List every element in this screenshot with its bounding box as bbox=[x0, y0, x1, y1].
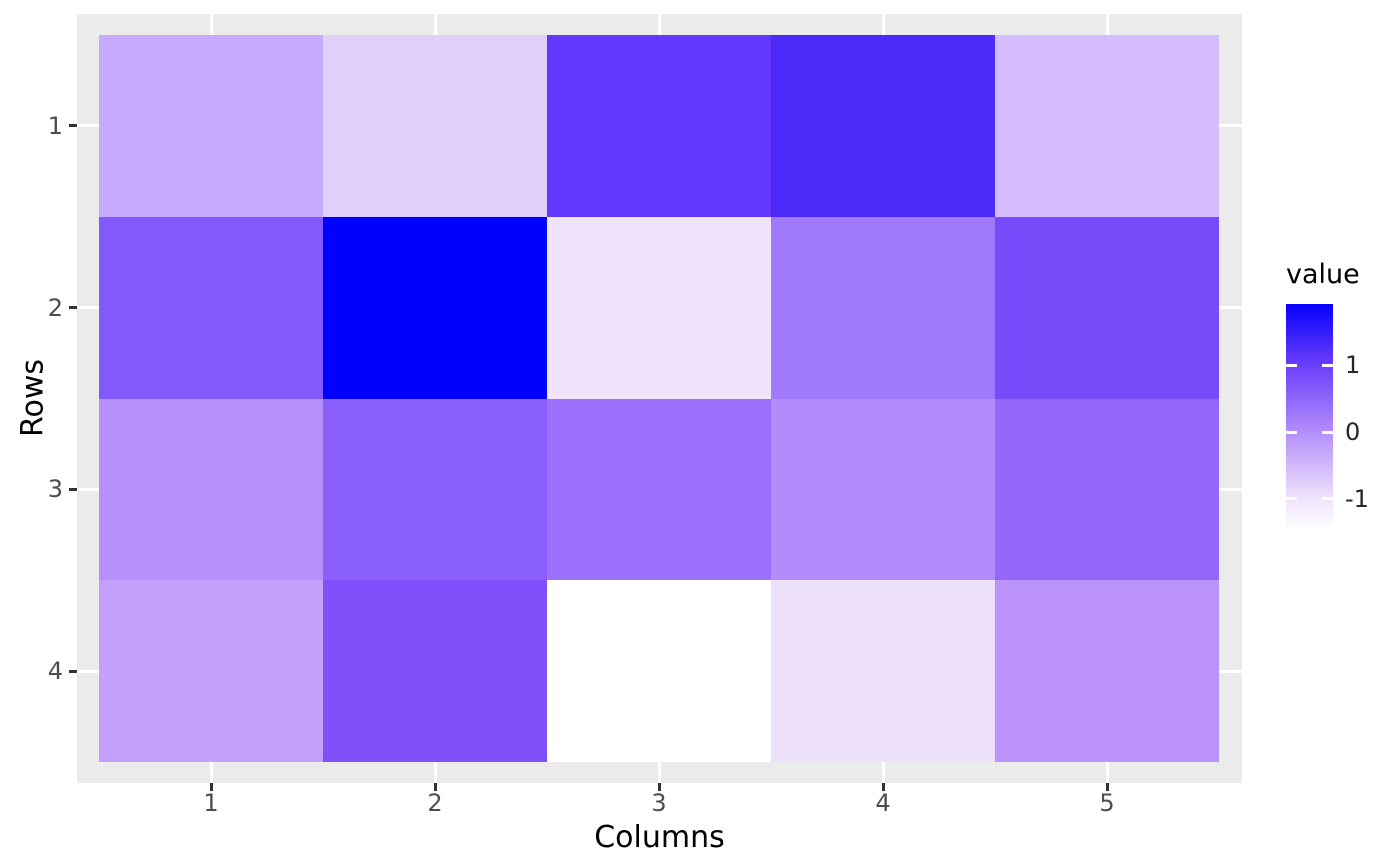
heatmap-cell bbox=[995, 398, 1219, 581]
x-tick-mark bbox=[1105, 783, 1109, 791]
heatmap-cell bbox=[771, 216, 995, 399]
y-tick-mark bbox=[69, 487, 77, 491]
heatmap-cell bbox=[99, 35, 323, 217]
heatmap-cell bbox=[323, 35, 547, 217]
legend-tick-mark bbox=[1322, 430, 1333, 434]
x-tick-label: 3 bbox=[651, 789, 667, 817]
legend-tick-mark bbox=[1286, 497, 1297, 501]
y-tick-label: 2 bbox=[47, 293, 63, 322]
x-tick-label: 2 bbox=[427, 789, 443, 817]
x-tick-label: 1 bbox=[203, 789, 219, 817]
y-tick-mark bbox=[69, 124, 77, 128]
y-tick-label: 1 bbox=[47, 111, 63, 140]
legend-title: value bbox=[1286, 259, 1360, 290]
heatmap-cell bbox=[323, 580, 547, 762]
legend-colorbar bbox=[1286, 304, 1333, 530]
heatmap-cell bbox=[771, 35, 995, 217]
x-axis-title: Columns bbox=[594, 820, 725, 855]
heatmap-cell bbox=[547, 35, 771, 217]
legend-tick-mark bbox=[1322, 363, 1333, 367]
legend-tick-mark bbox=[1322, 497, 1333, 501]
heatmap-cell bbox=[771, 580, 995, 762]
y-axis-title: Rows bbox=[15, 358, 51, 438]
legend-tick-mark bbox=[1286, 430, 1297, 434]
x-tick-mark bbox=[433, 783, 437, 791]
heatmap-cell bbox=[995, 35, 1219, 217]
heatmap-cell bbox=[323, 398, 547, 581]
heatmap-cell bbox=[323, 216, 547, 399]
y-tick-label: 4 bbox=[47, 657, 63, 686]
heatmap-cell bbox=[547, 580, 771, 762]
legend-tick-mark bbox=[1286, 363, 1297, 367]
heatmap-cell bbox=[99, 580, 323, 762]
legend-tick-label: 1 bbox=[1345, 351, 1361, 380]
legend-tick-label: -1 bbox=[1345, 484, 1369, 513]
x-tick-mark bbox=[657, 783, 661, 791]
heatmap-cell bbox=[99, 216, 323, 399]
x-tick-mark bbox=[881, 783, 885, 791]
x-tick-label: 4 bbox=[875, 789, 891, 817]
x-tick-label: 5 bbox=[1099, 789, 1115, 817]
heatmap-cell bbox=[99, 398, 323, 581]
heatmap-cell bbox=[995, 580, 1219, 762]
y-tick-mark bbox=[69, 306, 77, 310]
y-tick-label: 3 bbox=[47, 475, 63, 504]
heatmap-cell bbox=[547, 398, 771, 581]
plot-panel bbox=[77, 14, 1242, 783]
heatmap-cell bbox=[995, 216, 1219, 399]
y-tick-mark bbox=[69, 669, 77, 673]
heatmap-cell bbox=[771, 398, 995, 581]
legend-tick-label: 0 bbox=[1345, 418, 1361, 446]
heatmap-cell bbox=[547, 216, 771, 399]
x-tick-mark bbox=[209, 783, 213, 791]
